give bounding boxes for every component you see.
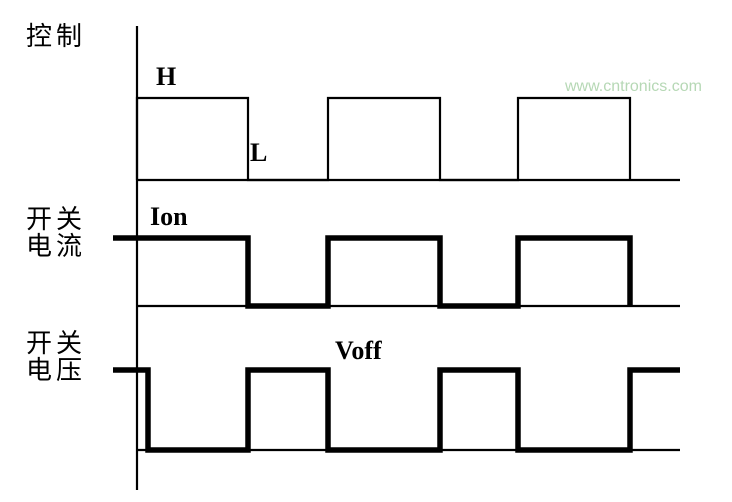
current-waveform bbox=[113, 238, 630, 306]
voltage-waveform bbox=[113, 370, 680, 450]
waveform-svg bbox=[0, 0, 732, 502]
control-waveform bbox=[137, 98, 630, 180]
